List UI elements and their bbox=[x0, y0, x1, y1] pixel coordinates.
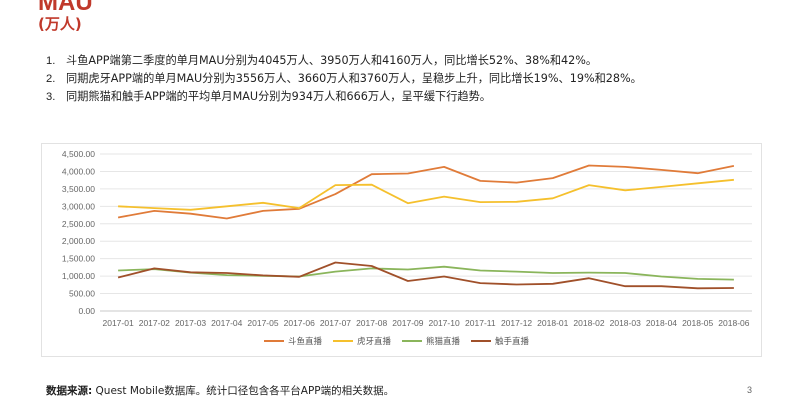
x-tick-label: 2017-09 bbox=[392, 318, 423, 328]
x-tick-label: 2017-07 bbox=[320, 318, 351, 328]
page-title: MAU bbox=[38, 0, 93, 16]
x-tick-label: 2017-01 bbox=[103, 318, 134, 328]
x-tick-label: 2017-02 bbox=[139, 318, 170, 328]
page-number: 3 bbox=[747, 385, 753, 395]
legend-label: 斗鱼直播 bbox=[288, 336, 323, 347]
legend-label: 虎牙直播 bbox=[357, 336, 392, 347]
note-number: 2. bbox=[46, 73, 56, 85]
x-tick-label: 2017-05 bbox=[247, 318, 278, 328]
data-source: 数据来源: Quest Mobile数据库。统计口径包含各平台APP端的相关数据… bbox=[46, 383, 394, 398]
y-tick-label: 3,500.00 bbox=[62, 184, 95, 194]
x-tick-label: 2017-04 bbox=[211, 318, 242, 328]
note-number: 3. bbox=[46, 91, 56, 103]
source-label: 数据来源: bbox=[46, 385, 93, 397]
unit-label: (万人) bbox=[38, 15, 82, 33]
x-tick-label: 2017-11 bbox=[465, 318, 496, 328]
y-tick-label: 0.00 bbox=[78, 306, 95, 316]
legend-label: 触手直播 bbox=[495, 336, 530, 347]
legend-label: 熊猫直播 bbox=[426, 336, 461, 347]
x-tick-label: 2018-05 bbox=[682, 318, 713, 328]
x-tick-label: 2018-06 bbox=[718, 318, 749, 328]
note-text: 同期虎牙APP端的单月MAU分别为3556万人、3660万人和3760万人，呈稳… bbox=[66, 72, 642, 85]
y-tick-label: 2,000.00 bbox=[62, 236, 95, 246]
x-tick-label: 2018-04 bbox=[646, 318, 677, 328]
y-tick-label: 4,000.00 bbox=[62, 166, 95, 176]
y-tick-label: 3,000.00 bbox=[62, 201, 95, 211]
x-tick-label: 2017-12 bbox=[501, 318, 532, 328]
x-tick-label: 2017-06 bbox=[284, 318, 315, 328]
x-tick-label: 2017-10 bbox=[429, 318, 460, 328]
chart-container: 0.00 500.00 1,000.00 1,500.00 2,000.00 2,500.… bbox=[41, 143, 762, 357]
series-line bbox=[118, 178, 734, 211]
source-text: Quest Mobile数据库。统计口径包含各平台APP端的相关数据。 bbox=[92, 385, 395, 397]
x-tick-label: 2017-03 bbox=[175, 318, 206, 328]
notes-list: 1. 斗鱼APP端第二季度的单月MAU分别为4045万人、3950万人和4160万… bbox=[46, 52, 642, 106]
note-item: 3. 同期熊猫和触手APP端的平均单月MAU分别为934万人和666万人，呈平缓下… bbox=[46, 88, 642, 106]
x-tick-label: 2018-03 bbox=[610, 318, 641, 328]
series-line bbox=[117, 164, 735, 220]
note-text: 同期熊猫和触手APP端的平均单月MAU分别为934万人和666万人，呈平缓下行趋… bbox=[66, 90, 491, 103]
note-text: 斗鱼APP端第二季度的单月MAU分别为4045万人、3950万人和4160万人，… bbox=[66, 54, 598, 67]
y-tick-label: 1,000.00 bbox=[62, 271, 95, 281]
series-line bbox=[118, 265, 734, 281]
x-tick-label: 2018-02 bbox=[573, 318, 604, 328]
y-tick-label: 2,500.00 bbox=[62, 219, 95, 229]
mau-line-chart: 0.00 500.00 1,000.00 1,500.00 2,000.00 2,500.… bbox=[62, 149, 752, 347]
x-tick-label: 2017-08 bbox=[356, 318, 387, 328]
note-number: 1. bbox=[46, 55, 56, 67]
y-tick-label: 500.00 bbox=[69, 289, 95, 299]
x-tick-label: 2018-01 bbox=[537, 318, 568, 328]
note-item: 2. 同期虎牙APP端的单月MAU分别为3556万人、3660万人和3760万人，… bbox=[46, 70, 642, 88]
y-tick-label: 4,500.00 bbox=[62, 149, 95, 159]
series-line bbox=[117, 261, 734, 290]
note-item: 1. 斗鱼APP端第二季度的单月MAU分别为4045万人、3950万人和4160万… bbox=[46, 52, 642, 70]
y-tick-label: 1,500.00 bbox=[62, 254, 95, 264]
